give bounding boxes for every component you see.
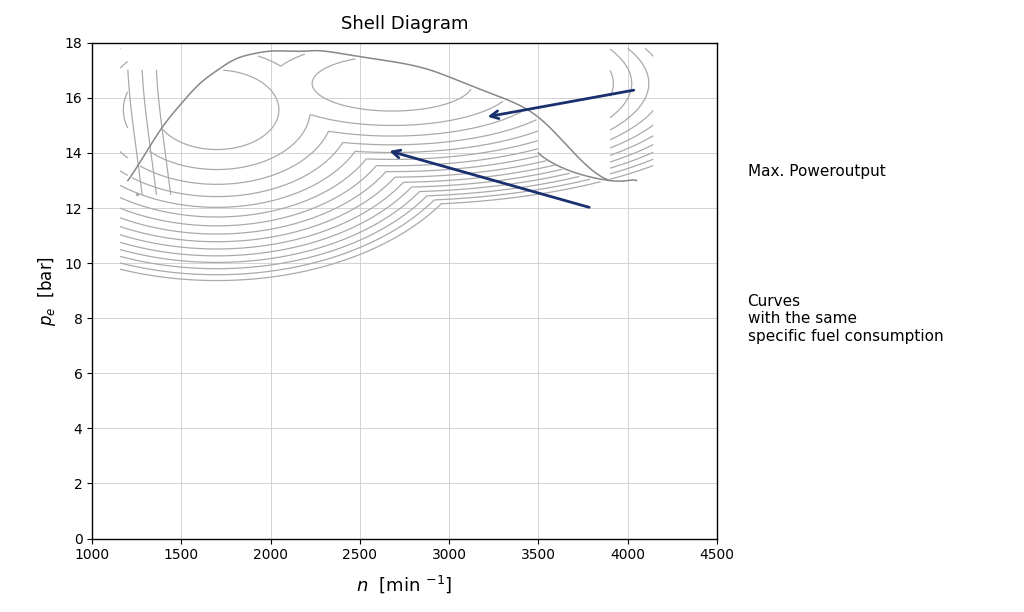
Y-axis label: $p_e$  [bar]: $p_e$ [bar] (36, 256, 57, 326)
Title: Shell Diagram: Shell Diagram (341, 15, 468, 33)
Text: Curves
with the same
specific fuel consumption: Curves with the same specific fuel consu… (748, 294, 943, 343)
X-axis label: $n$  [min $^{-1}$]: $n$ [min $^{-1}$] (356, 573, 453, 595)
Text: Max. Poweroutput: Max. Poweroutput (748, 164, 886, 179)
